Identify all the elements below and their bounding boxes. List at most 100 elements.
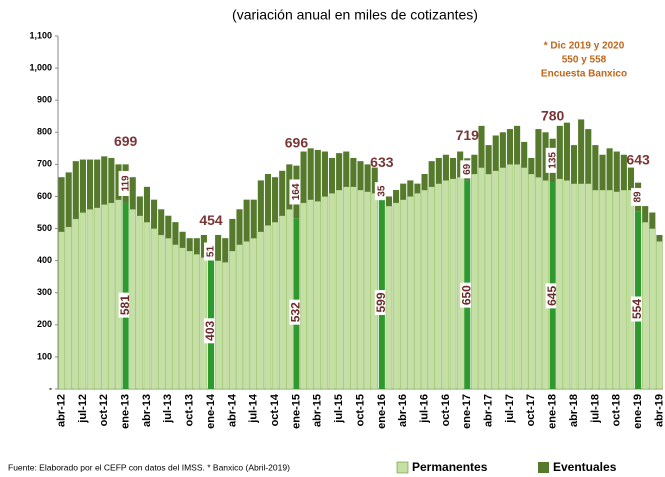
bar-segment (414, 193, 421, 390)
bar-segment (328, 193, 336, 390)
bar-segment (641, 221, 649, 390)
x-tick-label: ene-18 (547, 394, 559, 429)
bar-segment (179, 247, 186, 390)
bar-segment (300, 151, 307, 203)
bar-segment (570, 183, 578, 390)
bar-segment (129, 209, 136, 390)
bar-segment (528, 157, 535, 174)
bar-segment (556, 178, 564, 390)
note: * Dic 2019 y 2020 (544, 41, 625, 52)
data-label-box (631, 296, 646, 322)
bar-segment (150, 228, 158, 390)
bar-segment (307, 199, 314, 390)
data-label: 119 (120, 175, 131, 192)
bar-segment (357, 189, 364, 390)
bar-segment (286, 209, 293, 390)
bar-segment (86, 209, 94, 390)
bar-segment (520, 167, 528, 390)
bar-segment (471, 173, 478, 390)
bar-segment (535, 129, 542, 178)
bar-segment (442, 180, 450, 390)
total-label: 633 (370, 154, 394, 170)
bar-segment (357, 161, 364, 191)
data-label-box (204, 242, 219, 261)
data-label-box (204, 318, 219, 344)
bar-segment (328, 157, 336, 194)
bar-segment (442, 154, 449, 181)
data-label: 403 (203, 320, 217, 340)
bar-segment (428, 186, 435, 390)
bar-segment (421, 173, 428, 191)
bar-segment (278, 215, 286, 390)
chart-title: (variación anual en miles de cotizantes) (232, 7, 478, 23)
bar-segment (101, 204, 108, 390)
bar-segment (65, 226, 72, 390)
y-tick-label: 400 (37, 255, 52, 265)
bar-segment (620, 154, 627, 191)
data-label-box (545, 147, 560, 173)
data-label-box (374, 289, 389, 315)
total-label: 643 (626, 151, 650, 167)
bar-segment (101, 156, 108, 205)
total-label: 719 (456, 127, 480, 143)
bar-segment (179, 231, 186, 248)
total-label: 696 (285, 134, 309, 150)
bar-segment (264, 173, 272, 226)
note: Encuesta Banxico (541, 69, 627, 80)
bar-segment (215, 234, 222, 261)
bar-segment (136, 215, 144, 390)
data-label: 69 (462, 163, 473, 175)
x-tick-label: ene-19 (632, 394, 644, 429)
bar-segment (143, 221, 151, 390)
x-tick-label: abr-16 (397, 394, 409, 427)
data-label-box (374, 182, 389, 201)
bar-segment (556, 125, 563, 179)
bar-segment (214, 260, 222, 390)
y-tick-label: 200 (37, 319, 52, 329)
x-tick-label: oct-17 (525, 394, 537, 426)
bar-segment (151, 199, 158, 229)
bar-segment (457, 151, 464, 178)
bar-segment (407, 196, 414, 390)
x-tick-label: abr-12 (55, 394, 67, 427)
bar-segment (599, 154, 606, 191)
bar-segment (115, 164, 122, 200)
bar-segment (364, 164, 371, 192)
bar-segment (136, 196, 143, 216)
x-tick-label: abr-13 (141, 394, 153, 427)
bar-segment (186, 238, 193, 252)
bar-segment (528, 173, 535, 390)
x-tick-label: jul-14 (248, 393, 260, 424)
x-tick-label: abr-17 (483, 394, 495, 427)
x-tick-label: oct-12 (98, 394, 110, 426)
x-tick-label: abr-14 (226, 393, 238, 427)
bar-segment (471, 154, 478, 174)
bar-segment (371, 167, 378, 194)
bar-segment (257, 231, 265, 390)
bar-segment (236, 244, 243, 390)
bar-segment (535, 176, 542, 390)
bar-segment (449, 157, 457, 179)
data-label: 599 (374, 292, 388, 312)
bar-segment (428, 161, 435, 187)
source: Fuente: Elaborado por el CEFP con datos … (8, 462, 290, 472)
y-tick-label: 1,100 (29, 30, 52, 40)
y-tick-label: 900 (37, 95, 52, 105)
bar-segment (478, 125, 485, 168)
bar-segment (321, 196, 329, 390)
bar-segment (613, 191, 620, 390)
bar-segment (172, 244, 179, 390)
bar-segment (165, 215, 172, 239)
x-tick-label: oct-16 (440, 394, 452, 426)
bar-segment (108, 157, 115, 203)
data-label: 51 (206, 245, 217, 257)
bar-segment (400, 183, 407, 200)
bar-segment (264, 225, 272, 390)
bar-segment (314, 201, 322, 390)
bar-segment (343, 186, 350, 390)
bar-segment (72, 218, 80, 390)
bar-segment (364, 191, 371, 390)
bar-segment (606, 189, 613, 390)
data-label-box (118, 292, 133, 318)
